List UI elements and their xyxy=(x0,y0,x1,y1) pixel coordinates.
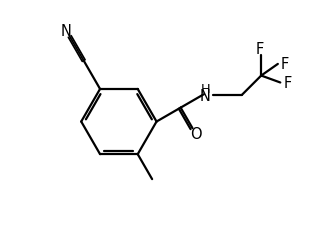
Text: F: F xyxy=(255,42,264,57)
Text: N: N xyxy=(61,24,72,39)
Text: F: F xyxy=(281,57,289,72)
Text: O: O xyxy=(190,127,202,142)
Text: F: F xyxy=(283,76,292,91)
Text: H: H xyxy=(201,82,210,95)
Text: N: N xyxy=(200,89,211,104)
